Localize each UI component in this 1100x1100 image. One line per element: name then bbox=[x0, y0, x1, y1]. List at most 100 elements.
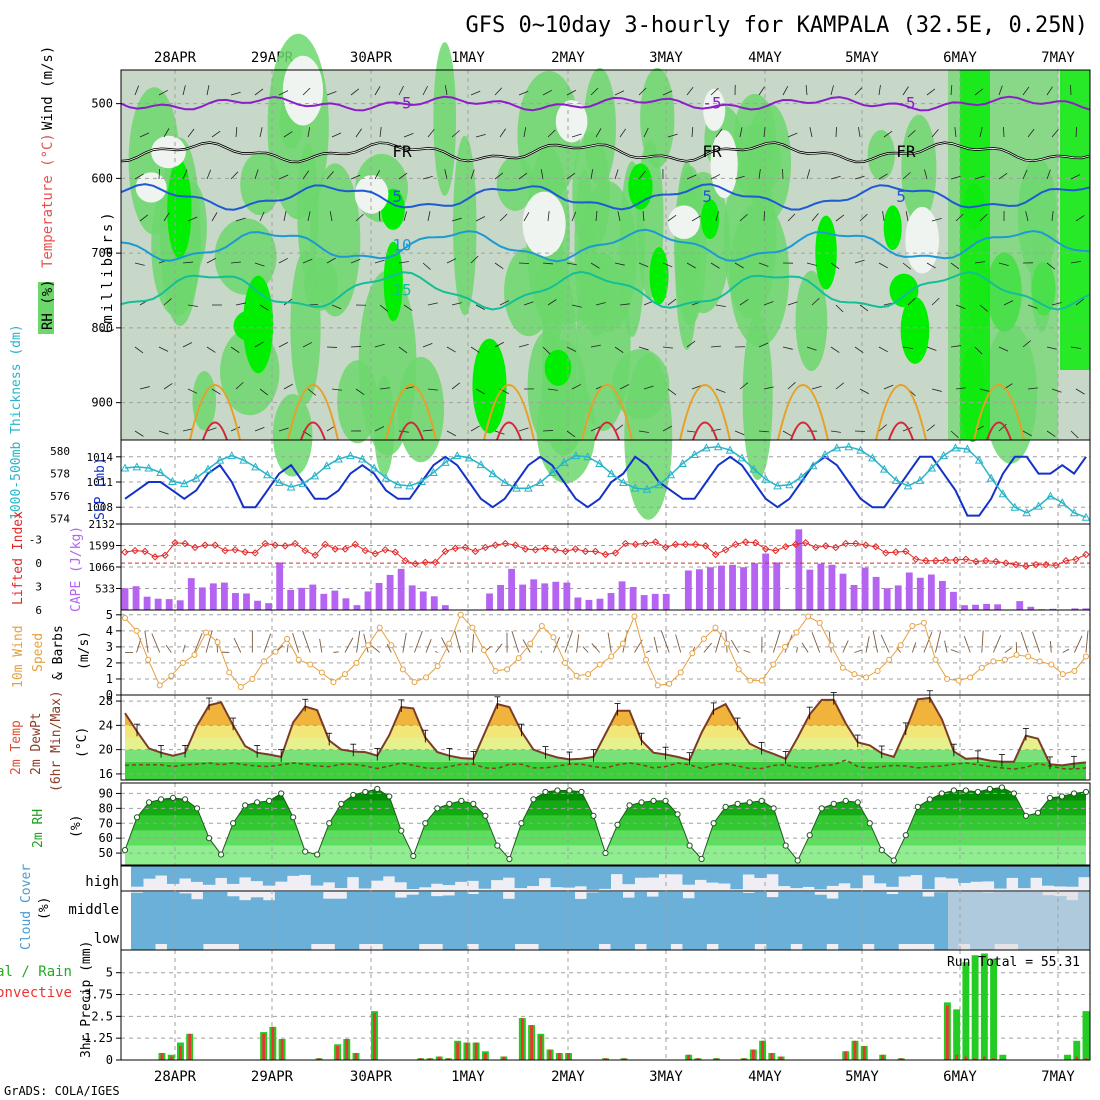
wind-barb bbox=[386, 643, 392, 653]
wind-barb bbox=[470, 346, 480, 353]
y-tick-label: 6 bbox=[35, 604, 42, 617]
y-tick-label: 5 bbox=[106, 966, 113, 980]
isotherm-line bbox=[120, 142, 1091, 163]
precip-conv-bar bbox=[502, 1056, 506, 1060]
wind-barb bbox=[787, 132, 798, 138]
cloud-low bbox=[934, 922, 947, 950]
wind-barb bbox=[883, 130, 893, 138]
rh2m-labels: (%) bbox=[69, 815, 84, 838]
cloud-middle bbox=[790, 892, 803, 922]
cloud-middle bbox=[850, 892, 863, 922]
cloud-middle bbox=[550, 892, 564, 922]
cloud-high bbox=[970, 866, 983, 882]
wind-barb bbox=[974, 346, 983, 355]
wind-barb bbox=[470, 90, 481, 96]
cloud-low bbox=[466, 922, 480, 944]
date-label: 29APR bbox=[251, 1069, 294, 1085]
wind-barb bbox=[872, 630, 879, 653]
cape-bar bbox=[486, 593, 493, 610]
wind-barb bbox=[854, 346, 864, 353]
wind-barb bbox=[1022, 430, 1032, 437]
wind-barb bbox=[378, 210, 381, 222]
wind-barb bbox=[905, 211, 909, 222]
cloud-high bbox=[1030, 866, 1043, 878]
dewpt-line bbox=[124, 759, 1087, 770]
precip-total-bar bbox=[999, 1054, 1007, 1060]
wind-barb bbox=[511, 630, 520, 653]
wind-barb bbox=[139, 386, 150, 390]
cloud-high bbox=[1078, 866, 1091, 878]
wind-barb bbox=[998, 346, 1009, 352]
cloud-high bbox=[442, 866, 456, 886]
li-point bbox=[591, 547, 600, 556]
wind10m-markers bbox=[122, 611, 1089, 690]
wind-barb bbox=[444, 85, 448, 96]
precip-conv-bar bbox=[955, 1054, 959, 1060]
wind-barb bbox=[614, 90, 625, 96]
thickness-point bbox=[903, 481, 913, 490]
thickness-point bbox=[678, 458, 687, 468]
thickness-point bbox=[642, 484, 652, 493]
wind-barb bbox=[446, 430, 456, 437]
cloud-middle bbox=[874, 892, 887, 922]
wind-barb bbox=[835, 382, 845, 390]
precip-total-bar bbox=[980, 953, 988, 1060]
li-point bbox=[391, 548, 399, 556]
cloud-low bbox=[190, 922, 204, 950]
wind10m-point bbox=[874, 667, 881, 674]
li-point bbox=[511, 541, 520, 549]
cloud-middle bbox=[442, 895, 456, 922]
wind-barb bbox=[809, 127, 813, 138]
rh2m-labels: 2m RH bbox=[31, 809, 46, 848]
precip-conv-bar bbox=[336, 1046, 339, 1060]
cape-bar bbox=[806, 569, 814, 610]
wind-barb bbox=[979, 388, 990, 392]
cloud-low bbox=[826, 922, 839, 944]
wind-barb bbox=[355, 213, 364, 222]
wind-barb bbox=[944, 640, 948, 653]
wind-barb bbox=[739, 214, 748, 222]
wind-barb bbox=[675, 634, 682, 653]
wind10m-point bbox=[249, 675, 256, 682]
y-tick-label: 5 bbox=[106, 608, 113, 622]
wind-barb bbox=[1022, 86, 1030, 96]
rh-blob bbox=[795, 270, 828, 372]
y-tick-label: 16 bbox=[99, 767, 113, 781]
cape-bar bbox=[839, 573, 847, 610]
wind-barb bbox=[619, 303, 630, 306]
wind-barb bbox=[139, 132, 150, 138]
wind10m-point bbox=[330, 679, 337, 686]
thickness-point bbox=[168, 476, 177, 485]
li-point bbox=[481, 543, 490, 552]
wind-barb bbox=[547, 211, 550, 222]
cloud-low bbox=[682, 922, 695, 950]
cloud-high bbox=[682, 866, 695, 885]
cloud-middle bbox=[454, 892, 468, 922]
wind-barb bbox=[1003, 126, 1005, 138]
wind10m-point bbox=[191, 651, 198, 658]
wind-barb bbox=[522, 639, 531, 653]
date-label: 2MAY bbox=[551, 1069, 585, 1085]
cape-bar bbox=[972, 604, 979, 610]
cloud-low bbox=[622, 922, 635, 950]
wind-barb bbox=[182, 342, 193, 348]
rh-point bbox=[350, 791, 357, 799]
cloud-high bbox=[358, 866, 372, 889]
wind-barb bbox=[734, 262, 744, 269]
wind-barb bbox=[662, 346, 673, 349]
cape-bar bbox=[375, 582, 383, 610]
li-point bbox=[311, 551, 319, 559]
temp2m-labels: 2m DewPt bbox=[29, 712, 44, 775]
wind-barb bbox=[475, 216, 486, 222]
wind-barb bbox=[331, 132, 342, 138]
li-point bbox=[791, 540, 800, 549]
cape-bar bbox=[596, 598, 604, 610]
rh-point bbox=[278, 790, 285, 797]
cape-bar bbox=[309, 584, 317, 610]
wind-barb bbox=[230, 91, 241, 96]
thickness-point bbox=[749, 464, 759, 473]
wind-barb bbox=[595, 128, 602, 138]
cloud-high bbox=[1006, 866, 1019, 878]
wind-barb bbox=[787, 213, 796, 222]
cloud-middle bbox=[586, 892, 600, 922]
